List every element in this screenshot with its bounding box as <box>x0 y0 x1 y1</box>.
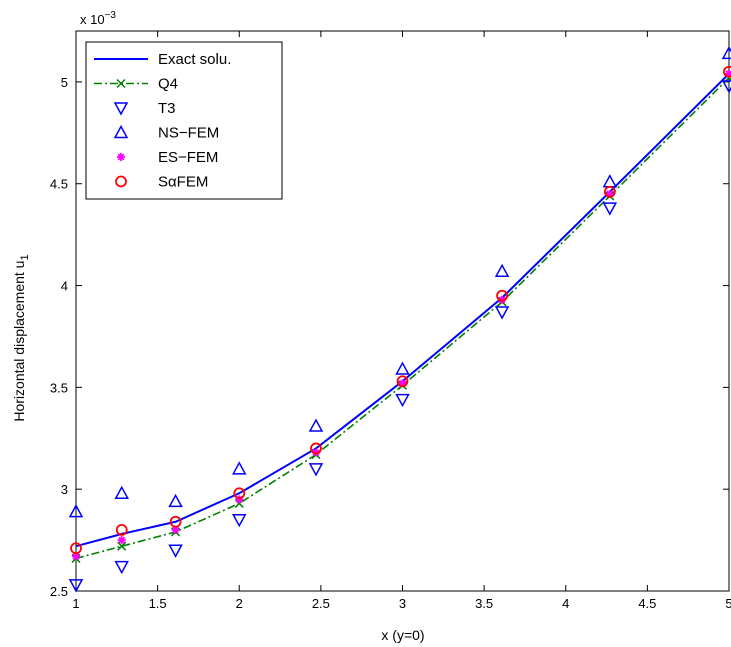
data-point <box>68 579 84 593</box>
legend-marker <box>113 124 129 139</box>
legend-label: ES−FEM <box>158 149 218 166</box>
data-point <box>117 536 126 545</box>
y-tick-label: 4.5 <box>50 177 68 192</box>
series-0 <box>75 73 730 548</box>
legend-label: NS−FEM <box>158 125 219 142</box>
x-tick-label: 5 <box>725 596 731 611</box>
legend-marker <box>117 153 125 161</box>
data-point <box>117 541 127 551</box>
legend-box <box>85 41 283 200</box>
data-point <box>168 544 183 558</box>
axes-ticks: 1 1.5 2 2.5 3 3.5 4 4.5 5 2.5 3 3.5 4 4.5 5 <box>50 31 731 611</box>
legend-item: T3 <box>113 100 176 117</box>
legend-marker <box>116 78 126 89</box>
data-point <box>395 361 410 375</box>
y-tick-label: 5 <box>61 75 68 90</box>
data-point <box>70 542 82 555</box>
x-tick-label: 4.5 <box>638 596 656 611</box>
x-tick-label: 3 <box>399 596 406 611</box>
data-point <box>310 442 322 455</box>
y-tick-label: 2.5 <box>50 584 68 599</box>
data-point <box>721 80 731 94</box>
data-point <box>114 485 129 500</box>
x-tick-label: 2.5 <box>312 596 330 611</box>
legend-item: Exact solu. <box>94 51 231 68</box>
data-point <box>114 560 129 575</box>
x-tick-label: 1.5 <box>149 596 167 611</box>
data-point <box>115 524 128 536</box>
x-tick-label: 4 <box>562 596 569 611</box>
legend-label: Q4 <box>158 76 178 93</box>
legend-label: Exact solu. <box>158 51 231 68</box>
y-tick-label: 3.5 <box>50 380 68 395</box>
data-point <box>602 202 618 216</box>
x-tick-label: 1 <box>72 596 79 611</box>
data-point <box>231 461 247 475</box>
y-axis-label-subscript: 1 <box>19 254 31 260</box>
legend-item: ES−FEM <box>117 149 218 166</box>
data-point <box>494 306 510 320</box>
x-tick-label: 2 <box>236 596 243 611</box>
legend-item: SαFEM <box>115 174 208 191</box>
y-tick-label: 4 <box>61 279 68 294</box>
data-point <box>68 504 84 518</box>
data-point <box>396 375 409 388</box>
data-point <box>496 289 508 302</box>
y-axis-exponent-power: −3 <box>105 10 117 21</box>
x-axis-label: x (y=0) <box>381 627 424 643</box>
data-point <box>603 185 616 198</box>
legend-item: NS−FEM <box>113 124 219 142</box>
legend: Exact solu. Q4 T3 NS−FEM ES−FEM SαFEM <box>85 41 283 200</box>
data-point <box>233 487 246 500</box>
data-point <box>231 513 247 528</box>
y-axis-exponent: x 10−3 <box>80 10 116 27</box>
x-tick-label: 3.5 <box>475 596 493 611</box>
legend-label: T3 <box>158 100 176 117</box>
legend-marker <box>113 102 129 116</box>
data-point <box>169 515 182 528</box>
y-axis-label: Horizontal displacement u1 <box>11 254 31 421</box>
series-2 <box>68 80 731 593</box>
data-point <box>308 418 324 432</box>
data-point <box>494 263 510 278</box>
y-axis-label-group: Horizontal displacement u1 <box>11 254 31 421</box>
data-point <box>168 493 183 508</box>
legend-label: SαFEM <box>158 174 208 191</box>
data-point <box>721 45 731 60</box>
y-tick-label: 3 <box>61 482 68 497</box>
data-point <box>723 65 731 78</box>
series-5 <box>70 65 731 555</box>
data-point <box>395 393 410 408</box>
series-layer <box>68 45 731 593</box>
legend-marker <box>115 175 127 188</box>
legend-item: Q4 <box>94 76 178 93</box>
series-line <box>75 73 730 548</box>
data-point <box>308 463 324 477</box>
